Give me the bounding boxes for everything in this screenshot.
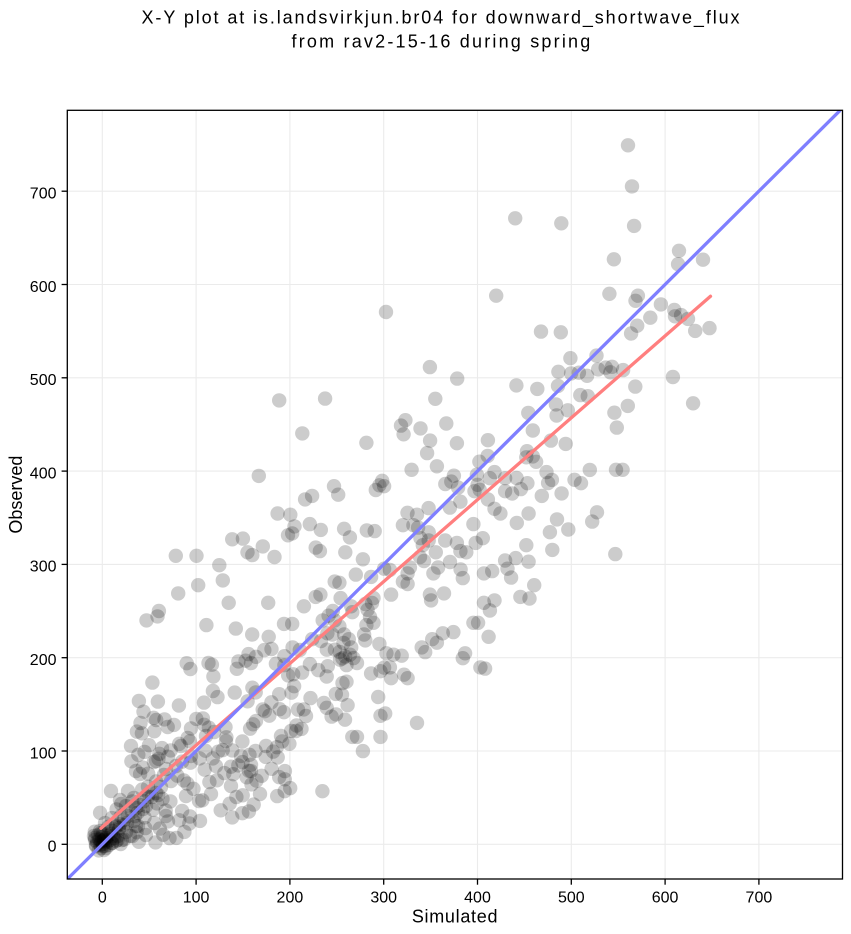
- svg-text:Simulated: Simulated: [412, 906, 498, 926]
- svg-text:400: 400: [30, 465, 57, 482]
- svg-text:100: 100: [183, 889, 210, 906]
- svg-text:600: 600: [30, 279, 57, 296]
- svg-text:300: 300: [370, 889, 397, 906]
- svg-text:400: 400: [464, 889, 491, 906]
- svg-text:100: 100: [30, 745, 57, 762]
- svg-text:500: 500: [30, 372, 57, 389]
- svg-text:from rav2-15-16 during spring: from rav2-15-16 during spring: [292, 32, 593, 52]
- svg-text:500: 500: [558, 889, 585, 906]
- svg-text:200: 200: [30, 652, 57, 669]
- svg-text:0: 0: [48, 839, 57, 856]
- svg-text:300: 300: [30, 559, 57, 576]
- svg-text:0: 0: [98, 889, 107, 906]
- svg-text:600: 600: [652, 889, 679, 906]
- svg-text:700: 700: [746, 889, 773, 906]
- svg-text:700: 700: [30, 186, 57, 203]
- svg-text:Observed: Observed: [6, 456, 26, 534]
- svg-text:X-Y plot at is.landsvirkjun.br: X-Y plot at is.landsvirkjun.br04 for dow…: [142, 8, 742, 29]
- svg-text:200: 200: [277, 889, 304, 906]
